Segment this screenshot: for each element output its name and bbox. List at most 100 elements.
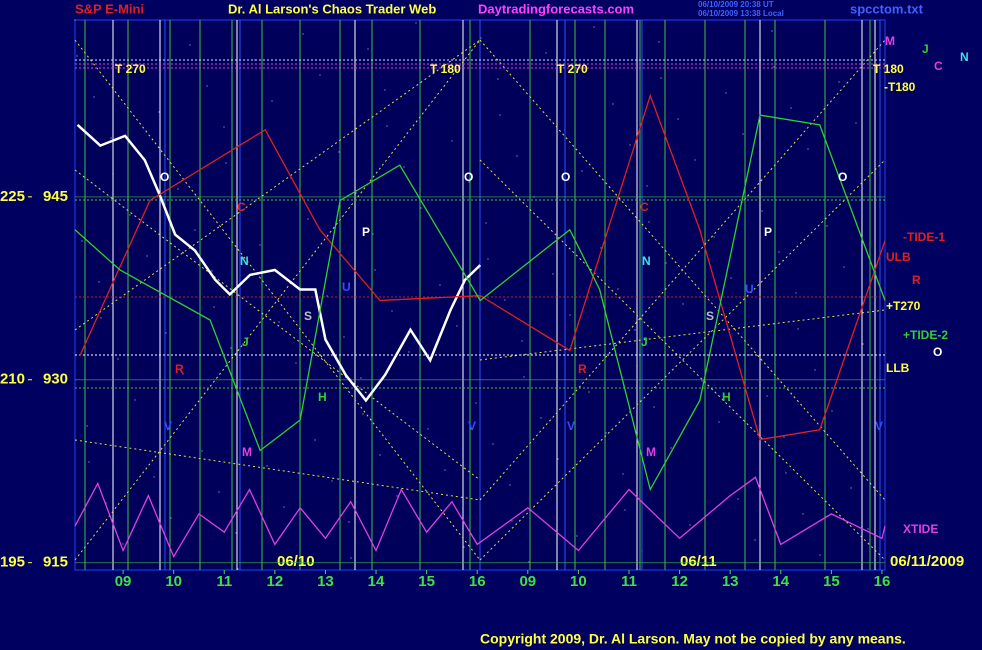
star	[790, 107, 792, 109]
star	[146, 255, 148, 257]
star	[773, 66, 775, 68]
annotation: S	[304, 309, 312, 323]
annotation: P	[362, 225, 370, 239]
star	[283, 506, 285, 508]
star	[497, 78, 499, 80]
star	[658, 41, 660, 43]
annotation: M	[646, 445, 656, 459]
star	[74, 19, 76, 21]
star	[485, 222, 487, 224]
decorations	[74, 19, 886, 570]
star	[545, 52, 547, 54]
site: Daytradingforecasts.com	[478, 1, 634, 16]
annotation: O	[838, 170, 847, 184]
y-tick-label: 945	[43, 188, 68, 205]
star	[622, 473, 624, 475]
star	[593, 26, 595, 28]
annotation: O	[464, 170, 473, 184]
star	[247, 388, 249, 390]
annotation: O	[160, 170, 169, 184]
x-tick-label: 12	[267, 573, 284, 590]
star	[98, 281, 100, 283]
chart-title: Dr. Al Larson's Chaos Trader Web	[228, 1, 436, 16]
star	[492, 443, 494, 445]
star	[86, 425, 88, 427]
star	[165, 332, 167, 334]
x-tick-label: 14	[368, 573, 385, 590]
y-tick-label: 915	[43, 554, 68, 571]
star	[93, 96, 95, 98]
series-line	[74, 476, 886, 559]
star	[463, 546, 465, 548]
x-tick-label: 09	[115, 573, 132, 590]
star	[350, 557, 352, 559]
star	[211, 270, 213, 272]
star	[374, 269, 376, 271]
star	[141, 70, 143, 72]
star	[468, 181, 470, 183]
star	[634, 329, 636, 331]
annotation: S	[706, 309, 714, 323]
star	[624, 509, 626, 511]
star	[838, 81, 840, 83]
star	[814, 369, 816, 371]
star	[660, 77, 662, 79]
star	[718, 421, 720, 423]
star	[701, 380, 703, 382]
timestamp: 06/10/2009 20:38 UT	[698, 0, 774, 9]
star	[569, 314, 571, 316]
star	[338, 151, 340, 153]
star	[362, 413, 364, 415]
star	[588, 391, 590, 393]
star	[444, 469, 446, 471]
annotation: C	[934, 59, 943, 73]
x-tick-label: 16	[469, 573, 486, 590]
star	[117, 358, 119, 360]
star	[420, 207, 422, 209]
star	[355, 192, 357, 194]
date-label: 06/10	[277, 553, 315, 570]
annotation: N	[960, 50, 969, 64]
annotation: U	[745, 282, 754, 296]
star	[348, 521, 350, 523]
diagonal-line	[74, 39, 481, 331]
star	[576, 535, 578, 537]
star	[665, 262, 667, 264]
star	[516, 155, 518, 157]
star	[213, 306, 215, 308]
star	[384, 89, 386, 91]
star	[766, 395, 768, 397]
star	[129, 214, 131, 216]
date-label: 06/11	[680, 553, 717, 570]
star	[706, 565, 708, 567]
star	[600, 247, 602, 249]
y2-tick-label: 195	[0, 554, 25, 571]
star	[802, 513, 804, 515]
annotation: R	[175, 362, 184, 376]
timestamp: 06/10/2009 13:38 Local	[698, 9, 784, 18]
annotation: J	[922, 42, 929, 56]
annotation: R	[912, 273, 921, 287]
annotation: N	[240, 254, 249, 268]
star	[76, 55, 78, 57]
star	[795, 292, 797, 294]
annotation: O	[561, 170, 570, 184]
series-line	[76, 123, 482, 403]
y2-tick-label: 225	[0, 188, 25, 205]
x-tick-label: 12	[671, 573, 688, 590]
star	[302, 33, 304, 35]
annotation: T 180	[430, 62, 461, 76]
star	[797, 328, 799, 330]
star	[677, 118, 679, 120]
star	[372, 233, 374, 235]
star	[682, 303, 684, 305]
x-tick-label: 11	[621, 573, 637, 590]
y2-tick-label: 210	[0, 371, 25, 388]
x-tick-label: 15	[823, 573, 840, 590]
star	[826, 225, 828, 227]
diagonal-line	[74, 169, 481, 481]
star	[134, 399, 136, 401]
x-tick-label: 16	[874, 573, 891, 590]
star	[807, 148, 809, 150]
annotation: T 180	[873, 62, 904, 76]
